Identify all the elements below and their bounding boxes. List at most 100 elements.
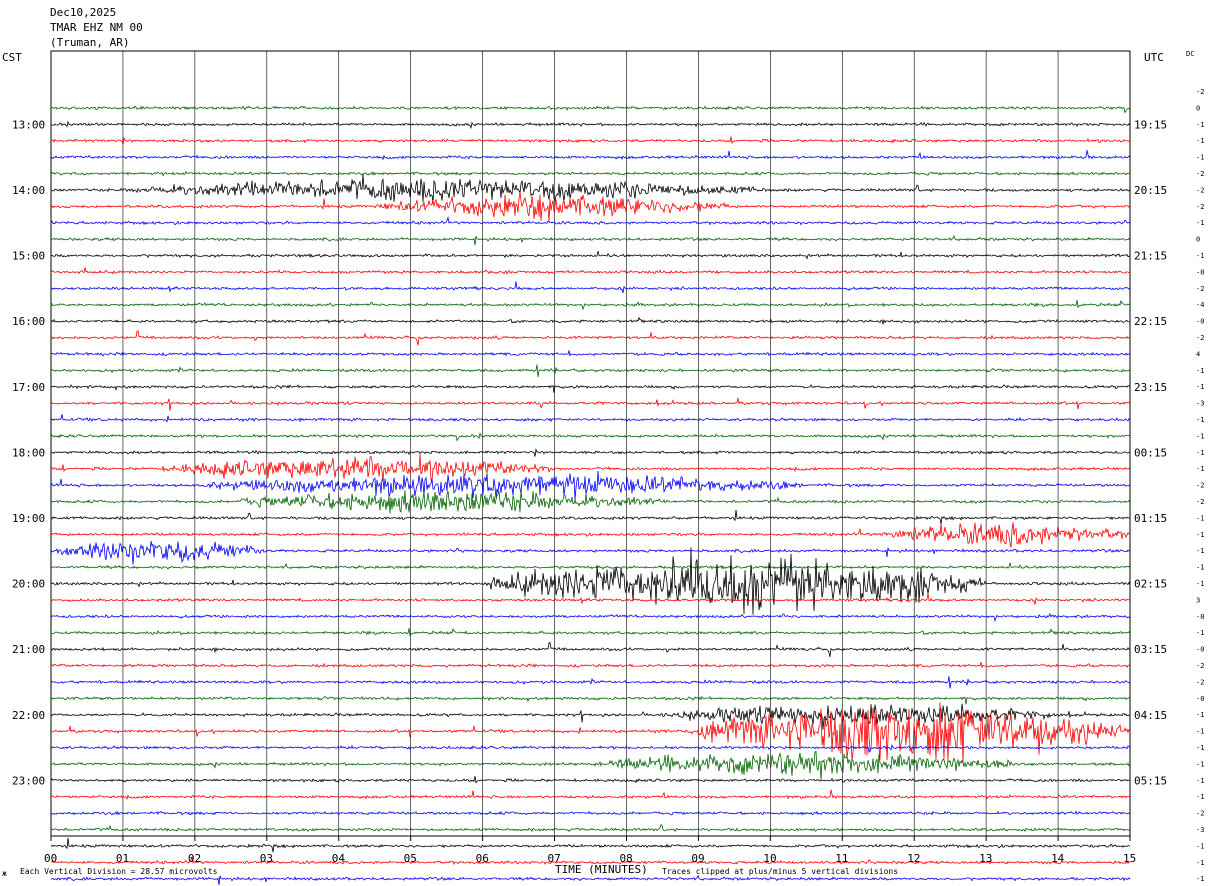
seismic-trace: [50, 789, 1131, 801]
station-code: TMAR EHZ NM 00: [50, 21, 143, 34]
x-tick-label: 14: [1051, 852, 1065, 865]
dc-offset-label: -3: [1196, 826, 1204, 834]
vertical-division-note: Each Vertical Division = 28.57 microvolt…: [20, 867, 218, 876]
dc-offset-label: -0: [1196, 613, 1204, 621]
minute-gridlines: [122, 51, 1059, 836]
seismic-trace: [50, 170, 1131, 177]
utc-hour-label: 19:15: [1134, 118, 1167, 131]
x-tick-label: 05: [404, 852, 417, 865]
x-tick-label: 02: [188, 852, 201, 865]
seismic-trace: [50, 627, 1131, 637]
dc-offset-label: -1: [1196, 744, 1204, 752]
seismic-trace: [50, 397, 1131, 411]
hour-labels: 13:00 19:15 14:00 20:15 15:00 21:15 16:00 22:15…: [12, 118, 1167, 787]
seismic-trace: [50, 150, 1131, 161]
utc-hour-label: 20:15: [1134, 184, 1167, 197]
dc-offset-label: -0: [1196, 268, 1204, 276]
dc-offset-labels: -2 0 -1 -1 -1 -2 -2 -2 -1 0 -1 -0 -2 -4 -0 -2 4 -1 -1 -3 -1 -…: [1196, 88, 1204, 883]
clipping-note: Traces clipped at plus/minus 5 vertical …: [662, 867, 898, 876]
seismic-trace: [50, 509, 1131, 525]
dc-offset-label: -1: [1196, 760, 1204, 768]
x-tick-label: 08: [619, 852, 632, 865]
seismic-trace: [50, 676, 1131, 689]
seismic-trace: [50, 702, 1131, 765]
dc-offset-label: -1: [1196, 711, 1204, 719]
seismic-trace: [50, 136, 1131, 146]
x-axis-label: TIME (MINUTES): [555, 863, 648, 876]
seismic-trace: [50, 364, 1131, 377]
seismic-trace: [50, 350, 1130, 357]
cst-hour-label: 16:00: [12, 315, 45, 328]
dc-offset-label: 0: [1196, 104, 1200, 112]
right-timezone-label: UTC: [1144, 51, 1164, 64]
dc-offset-label: -2: [1196, 482, 1204, 490]
cst-hour-label: 23:00: [12, 774, 45, 787]
utc-hour-label: 23:15: [1134, 381, 1167, 394]
x-tick-label: 07: [548, 852, 561, 865]
dc-offset-label: -2: [1196, 678, 1204, 686]
seismic-trace: [50, 562, 1131, 570]
utc-hour-label: 02:15: [1134, 578, 1167, 591]
dc-offset-label: -1: [1196, 121, 1204, 129]
seismic-trace: [50, 454, 1131, 482]
dc-offset-label: -2: [1196, 810, 1204, 818]
seismic-trace: [50, 776, 1131, 784]
seismic-trace: [50, 470, 1131, 500]
dc-offset-label: -1: [1196, 432, 1204, 440]
chart-date: Dec10,2025: [50, 6, 116, 19]
x-tick-label: 13: [979, 852, 992, 865]
seismic-traces: [50, 105, 1131, 885]
dc-offset-label: 3: [1196, 596, 1200, 604]
seismic-trace: [50, 855, 1131, 866]
dc-offset-label: -2: [1196, 498, 1204, 506]
x-tick-label: 12: [907, 852, 920, 865]
x-tick-label: 15: [1123, 852, 1136, 865]
seismic-trace: [50, 824, 1131, 833]
seismic-trace: [50, 547, 1131, 615]
dc-offset-label: -2: [1196, 203, 1204, 211]
dc-offset-label: -1: [1196, 252, 1204, 260]
cst-hour-label: 14:00: [12, 184, 45, 197]
cst-hour-label: 18:00: [12, 446, 45, 459]
x-tick-label: 00: [44, 852, 57, 865]
utc-hour-label: 22:15: [1134, 315, 1167, 328]
seismic-trace: [50, 234, 1131, 246]
seismic-trace: [50, 120, 1131, 130]
x-tick-label: 03: [260, 852, 273, 865]
seismic-trace: [50, 384, 1131, 393]
x-tick-label: 04: [332, 852, 346, 865]
dc-label: DC: [1186, 50, 1194, 58]
dc-offset-label: -1: [1196, 859, 1204, 867]
cst-hour-label: 13:00: [12, 118, 45, 131]
plot-frame: [50, 50, 1131, 837]
dc-offset-label: -1: [1196, 728, 1204, 736]
x-axis-ticks: 00 01 02 03 04 05 06 07 08 09 10 11 12 13 14 15: [44, 836, 1136, 865]
dc-offset-label: -1: [1196, 367, 1204, 375]
cst-hour-label: 15:00: [12, 250, 45, 263]
dc-offset-label: -1: [1196, 154, 1204, 162]
seismic-trace: [50, 174, 1131, 204]
seismic-trace: [50, 281, 1131, 294]
footer-mark: ж: [2, 869, 7, 878]
x-tick-label: 09: [691, 852, 704, 865]
dc-offset-label: -0: [1196, 695, 1204, 703]
seismic-trace: [51, 661, 1131, 669]
seismic-trace: [50, 490, 1131, 514]
seismic-trace: [50, 810, 1131, 816]
utc-hour-label: 03:15: [1134, 643, 1167, 656]
utc-hour-label: 04:15: [1134, 709, 1167, 722]
seismic-trace: [50, 447, 1131, 457]
x-tick-label: 11: [835, 852, 848, 865]
seismic-trace: [50, 703, 1131, 730]
seismic-trace: [50, 874, 1131, 885]
dc-offset-label: -0: [1196, 646, 1204, 654]
dc-offset-label: -1: [1196, 629, 1204, 637]
seismic-trace: [50, 299, 1131, 311]
dc-offset-label: -2: [1196, 186, 1204, 194]
seismic-trace: [50, 330, 1131, 346]
dc-offset-label: -1: [1196, 416, 1204, 424]
seismic-trace: [50, 192, 1131, 222]
seismic-trace: [50, 695, 1131, 705]
dc-offset-label: -1: [1196, 793, 1204, 801]
